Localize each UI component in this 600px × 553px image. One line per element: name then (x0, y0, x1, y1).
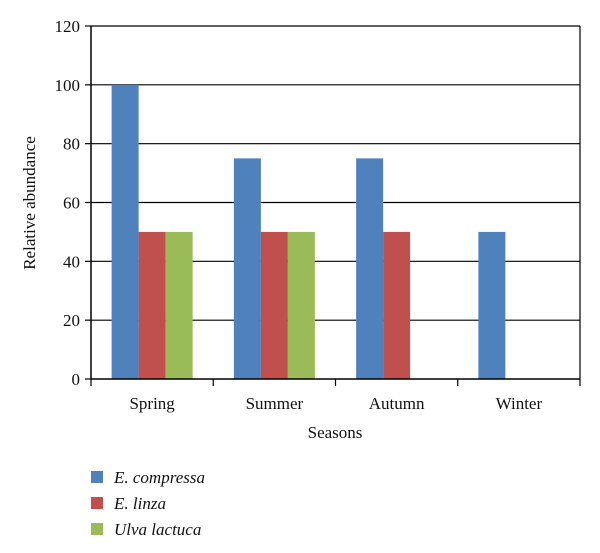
legend-label: E. compressa (113, 468, 205, 487)
bar-ulva-lactuca-summer (287, 231, 315, 379)
x-tick-label: Summer (246, 394, 304, 413)
bar-e-compressa-spring (111, 84, 139, 379)
y-tick-label: 80 (63, 135, 80, 154)
axes (85, 25, 581, 386)
bar-e-linza-spring (138, 231, 166, 379)
x-tick-label: Spring (129, 394, 175, 413)
y-tick-label: 20 (63, 311, 80, 330)
legend-swatch (91, 471, 103, 483)
bars (111, 84, 506, 379)
legend-label: E. linza (113, 494, 166, 513)
legend-label: Ulva lactuca (114, 520, 201, 539)
y-tick-label: 40 (63, 252, 80, 271)
bar-e-compressa-summer (233, 158, 261, 379)
x-axis-title: Seasons (308, 423, 363, 442)
x-tick-label: Autumn (369, 394, 425, 413)
x-tick-label: Winter (496, 394, 543, 413)
y-tick-label: 100 (55, 76, 81, 95)
y-tick-label: 0 (72, 370, 81, 389)
tick-labels: 0 20 40 60 80 100 120 Spring Summer Autumn Winter (55, 17, 543, 413)
y-tick-label: 120 (55, 17, 81, 36)
bar-e-linza-summer (260, 231, 288, 379)
legend-swatch (91, 523, 103, 535)
legend: E. compressa E. linza Ulva lactuca (91, 468, 205, 539)
bar-e-linza-autumn (383, 231, 411, 379)
bar-ulva-lactuca-spring (165, 231, 193, 379)
bar-e-compressa-autumn (356, 158, 384, 379)
y-tick-label: 60 (63, 194, 80, 213)
bar-e-compressa-winter (478, 231, 506, 379)
y-axis-title: Relative abundance (20, 136, 39, 270)
legend-swatch (91, 497, 103, 509)
